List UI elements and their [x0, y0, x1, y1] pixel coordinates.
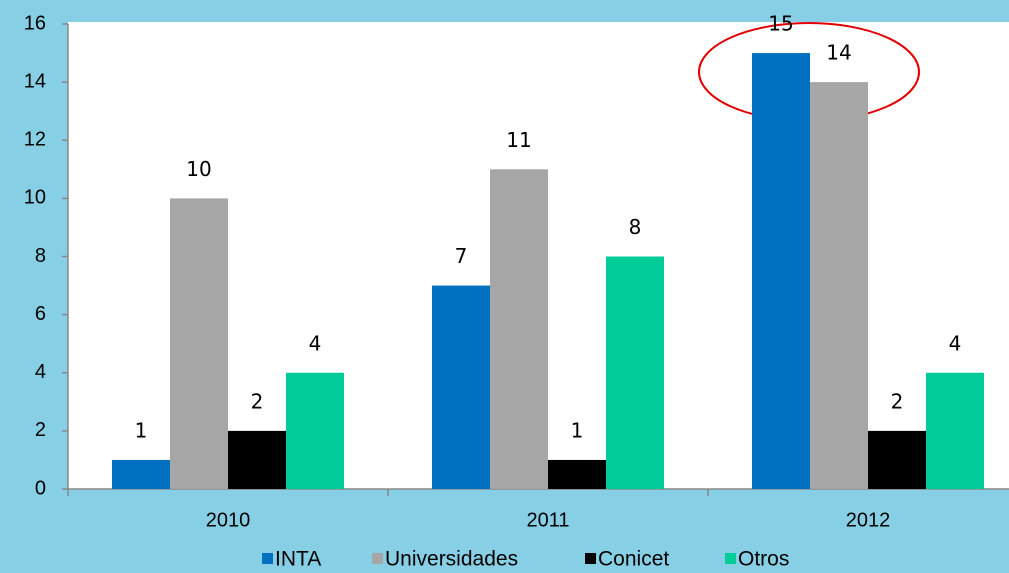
bar [606, 256, 664, 489]
bar [112, 459, 170, 489]
y-tick-label: 2 [35, 419, 46, 441]
value-label: 15 [768, 12, 793, 36]
legend-label: Universidades [385, 548, 518, 571]
x-tick-label: 2010 [206, 509, 251, 531]
bar [170, 198, 228, 489]
y-tick-label: 10 [24, 187, 46, 209]
bar [752, 53, 810, 489]
y-tick-label: 4 [35, 361, 46, 383]
bar [868, 430, 926, 489]
legend-swatch [585, 553, 596, 564]
x-tick-label: 2012 [846, 509, 891, 531]
value-label: 4 [309, 331, 322, 355]
legend-label: Conicet [598, 548, 669, 571]
bar [548, 459, 606, 489]
y-tick-label: 8 [35, 245, 46, 267]
y-tick-label: 12 [24, 129, 46, 151]
bar [432, 285, 490, 489]
legend-swatch [372, 553, 383, 564]
bar [810, 82, 868, 489]
y-tick-label: 16 [24, 12, 46, 34]
y-tick-label: 0 [35, 477, 46, 499]
value-label: 1 [571, 418, 584, 442]
bar [926, 372, 984, 489]
value-label: 11 [506, 128, 531, 152]
legend-swatch [725, 553, 736, 564]
bar [286, 372, 344, 489]
value-label: 2 [251, 389, 264, 413]
legend-swatch [262, 553, 273, 564]
bar [228, 430, 286, 489]
value-label: 7 [455, 244, 468, 268]
value-label: 4 [949, 331, 962, 355]
x-tick-label: 2011 [526, 509, 569, 531]
bar [490, 169, 548, 489]
y-tick-label: 14 [24, 70, 46, 92]
legend-label: Otros [738, 548, 789, 571]
value-label: 8 [629, 215, 642, 239]
value-label: 10 [186, 157, 211, 181]
legend-label: INTA [275, 548, 321, 571]
y-tick-label: 6 [35, 303, 46, 325]
value-label: 2 [891, 389, 904, 413]
value-label: 14 [826, 41, 851, 65]
value-label: 1 [135, 418, 148, 442]
